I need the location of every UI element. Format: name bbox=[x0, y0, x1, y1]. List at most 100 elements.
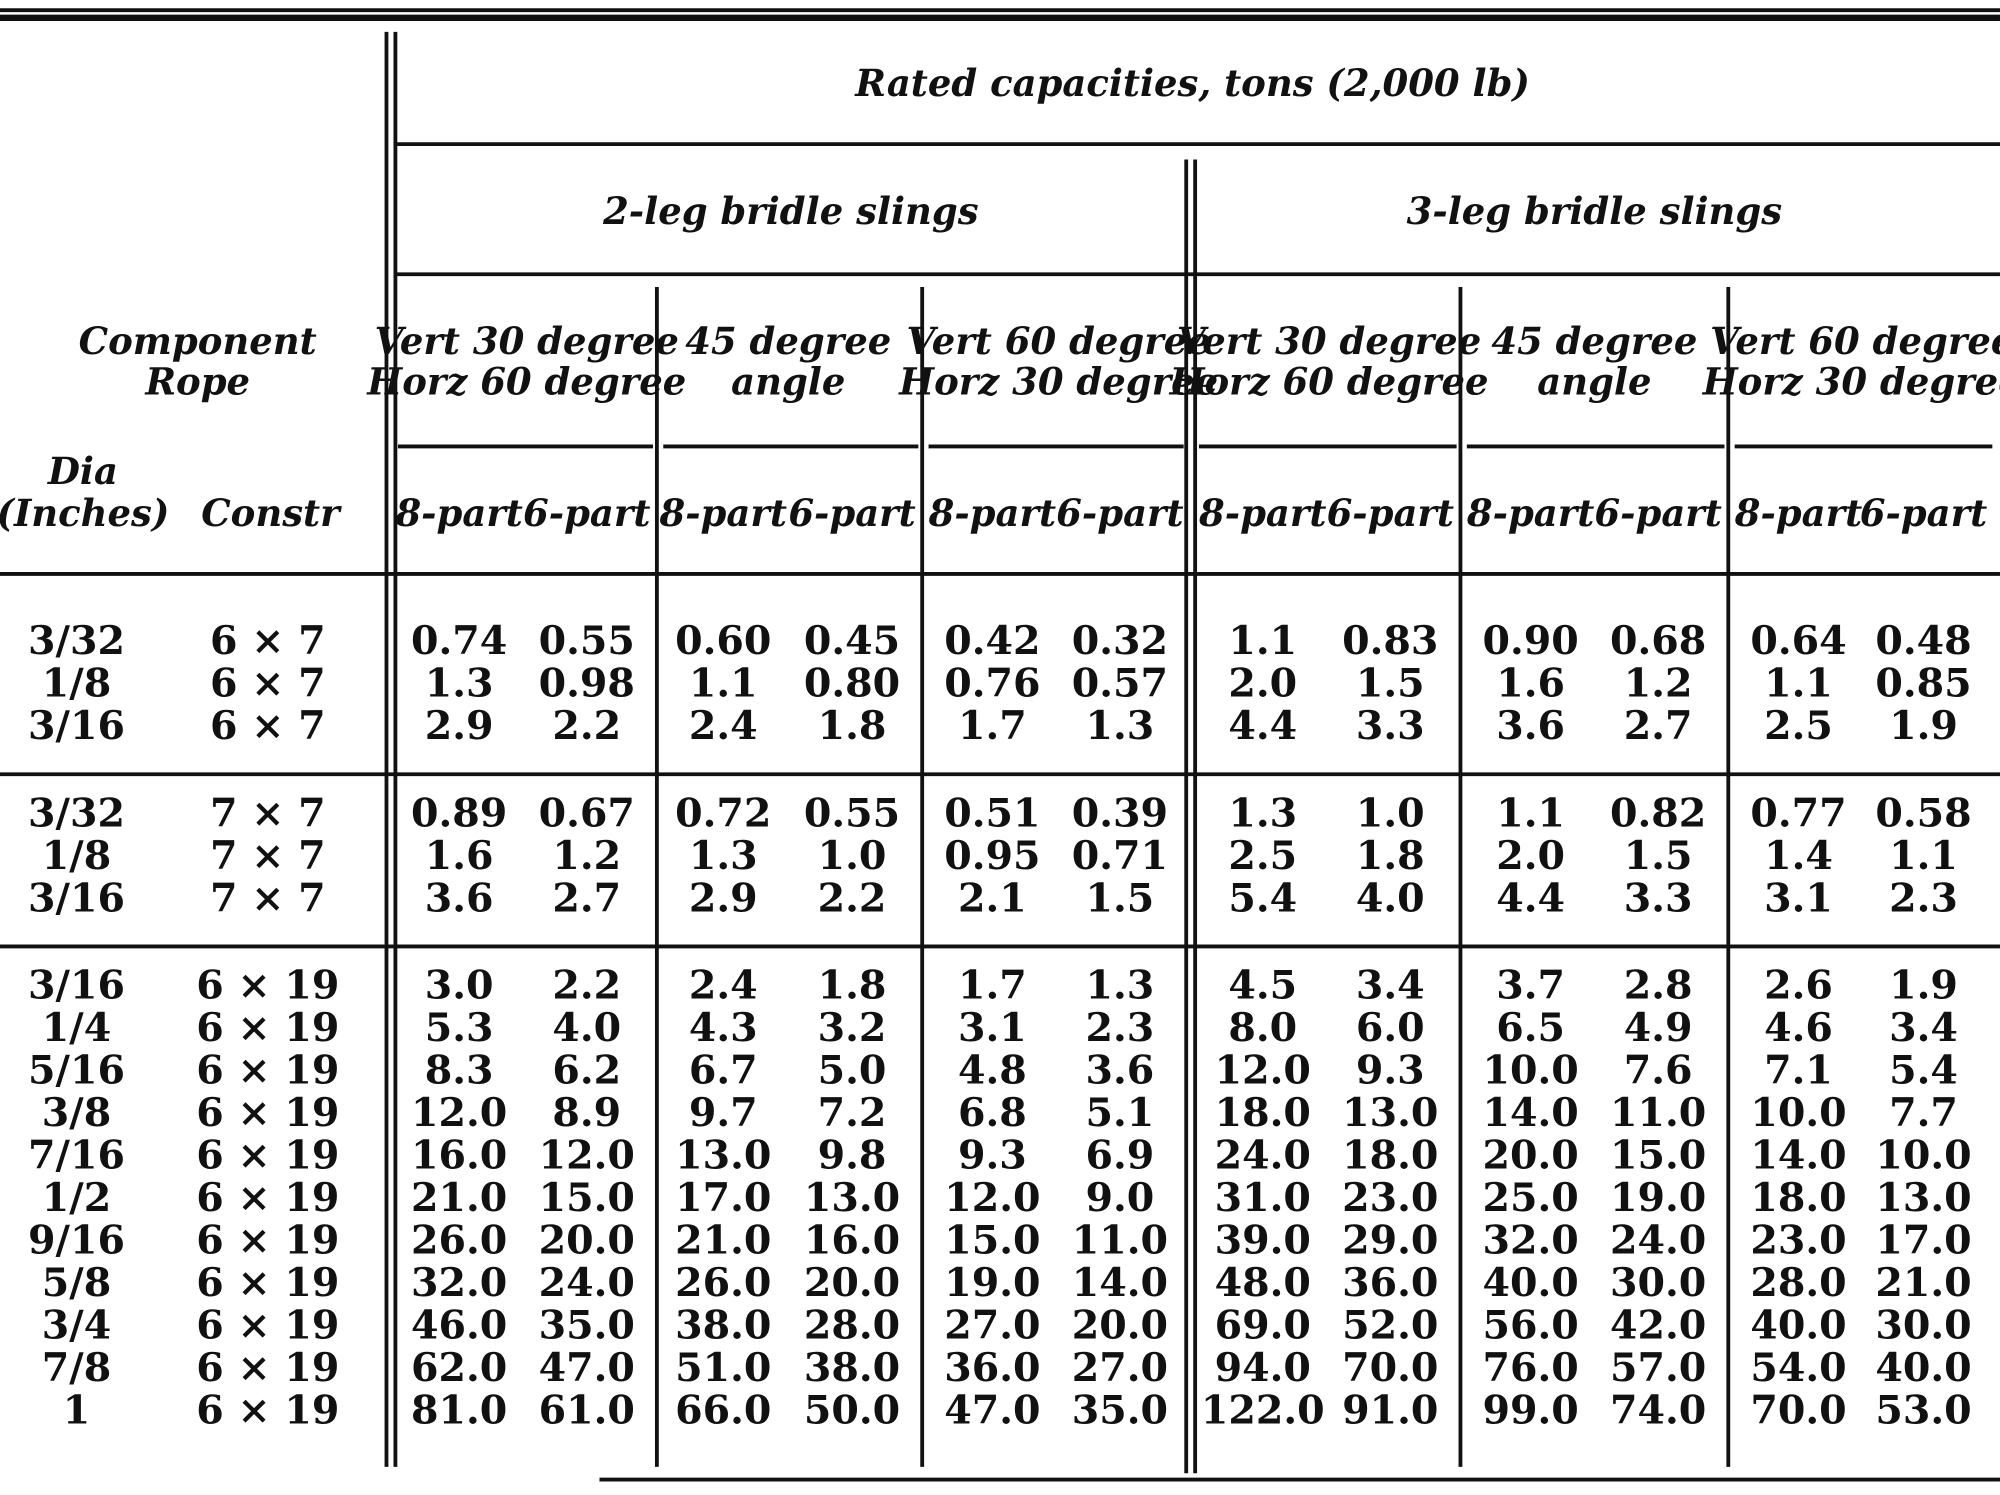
row-label: 6 × 7 bbox=[210, 703, 326, 749]
cell: 3.1 bbox=[1764, 875, 1833, 921]
cell: 3.2 bbox=[818, 1005, 887, 1051]
cell: 18.0 bbox=[1215, 1090, 1311, 1136]
row-label: 6 × 19 bbox=[196, 1090, 339, 1136]
column-header: Constr bbox=[201, 491, 342, 535]
cell: 81.0 bbox=[411, 1387, 507, 1433]
cell: 15.0 bbox=[1610, 1132, 1706, 1178]
cell: 1.9 bbox=[1889, 703, 1958, 749]
row-label: 3/16 bbox=[28, 963, 125, 1009]
cell: 1.8 bbox=[818, 703, 887, 749]
cell: 13.0 bbox=[1342, 1090, 1438, 1136]
cell: 2.4 bbox=[689, 703, 758, 749]
cell: 1.3 bbox=[425, 661, 494, 707]
cell: 0.58 bbox=[1875, 790, 1971, 836]
cell: 2.9 bbox=[689, 875, 758, 921]
cell: 18.0 bbox=[1750, 1175, 1846, 1221]
cell: 1.5 bbox=[1085, 875, 1154, 921]
table-title: Rated capacities, tons (2,000 lb) bbox=[854, 61, 1530, 105]
cell: 9.8 bbox=[818, 1132, 887, 1178]
row-label: 6 × 19 bbox=[196, 1217, 339, 1263]
row-label: 5/16 bbox=[28, 1047, 125, 1093]
angle-header: Vert 60 degree bbox=[1710, 319, 2000, 363]
cell: 24.0 bbox=[1215, 1132, 1311, 1178]
cell: 1.3 bbox=[1228, 790, 1297, 836]
row-label: 3/16 bbox=[28, 875, 125, 921]
cell: 0.98 bbox=[539, 661, 635, 707]
cell: 35.0 bbox=[539, 1302, 635, 1348]
angle-header: 45 degree bbox=[1491, 319, 1697, 363]
part-header: 6-part bbox=[1594, 491, 1721, 535]
cell: 10.0 bbox=[1750, 1090, 1846, 1136]
row-label: 5/8 bbox=[42, 1260, 111, 1306]
cell: 7.7 bbox=[1889, 1090, 1958, 1136]
row-label: 3/16 bbox=[28, 703, 125, 749]
cell: 27.0 bbox=[944, 1302, 1040, 1348]
cell: 20.0 bbox=[1482, 1132, 1578, 1178]
cell: 8.3 bbox=[425, 1047, 494, 1093]
cell: 0.82 bbox=[1610, 790, 1706, 836]
cell: 6.7 bbox=[689, 1047, 758, 1093]
cell: 0.72 bbox=[675, 790, 771, 836]
angle-header: angle bbox=[731, 360, 845, 404]
cell: 12.0 bbox=[944, 1175, 1040, 1221]
cell: 56.0 bbox=[1482, 1302, 1578, 1348]
cell: 2.7 bbox=[1624, 703, 1693, 749]
cell: 50.0 bbox=[804, 1387, 900, 1433]
angle-header: Horz 60 degree bbox=[1169, 360, 1489, 404]
cell: 1.0 bbox=[818, 833, 887, 879]
cell: 8.0 bbox=[1228, 1005, 1297, 1051]
cell: 0.68 bbox=[1610, 618, 1706, 664]
cell: 0.60 bbox=[675, 618, 771, 664]
cell: 11.0 bbox=[1610, 1090, 1706, 1136]
cell: 4.4 bbox=[1228, 703, 1297, 749]
part-header: 6-part bbox=[523, 491, 650, 535]
cell: 2.1 bbox=[958, 875, 1027, 921]
cell: 1.6 bbox=[1496, 661, 1565, 707]
cell: 2.3 bbox=[1889, 875, 1958, 921]
cell: 3.6 bbox=[425, 875, 494, 921]
cell: 5.0 bbox=[818, 1047, 887, 1093]
cell: 0.55 bbox=[804, 790, 900, 836]
column-header: Component bbox=[79, 319, 317, 363]
cell: 1.1 bbox=[1764, 661, 1833, 707]
row-label: 1/2 bbox=[42, 1175, 111, 1221]
cell: 2.0 bbox=[1496, 833, 1565, 879]
cell: 0.83 bbox=[1342, 618, 1438, 664]
cell: 4.0 bbox=[552, 1005, 621, 1051]
cell: 32.0 bbox=[1482, 1217, 1578, 1263]
cell: 20.0 bbox=[804, 1260, 900, 1306]
cell: 66.0 bbox=[675, 1387, 771, 1433]
cell: 1.7 bbox=[958, 703, 1027, 749]
row-label: 6 × 19 bbox=[196, 1175, 339, 1221]
cell: 0.67 bbox=[539, 790, 635, 836]
row-label: 6 × 19 bbox=[196, 963, 339, 1009]
cell: 48.0 bbox=[1215, 1260, 1311, 1306]
part-header: 6-part bbox=[788, 491, 915, 535]
cell: 0.51 bbox=[944, 790, 1040, 836]
cell: 17.0 bbox=[1875, 1217, 1971, 1263]
row-label: 6 × 19 bbox=[196, 1302, 339, 1348]
cell: 2.9 bbox=[425, 703, 494, 749]
cell: 11.0 bbox=[1072, 1217, 1168, 1263]
cell: 70.0 bbox=[1342, 1345, 1438, 1391]
cell: 13.0 bbox=[1875, 1175, 1971, 1221]
cell: 99.0 bbox=[1482, 1387, 1578, 1433]
cell: 4.9 bbox=[1624, 1005, 1693, 1051]
part-header: 8-part bbox=[1734, 491, 1862, 535]
row-label: 6 × 19 bbox=[196, 1260, 339, 1306]
cell: 16.0 bbox=[804, 1217, 900, 1263]
cell: 17.0 bbox=[675, 1175, 771, 1221]
cell: 3.3 bbox=[1356, 703, 1425, 749]
part-header: 8-part bbox=[1198, 491, 1326, 535]
cell: 27.0 bbox=[1072, 1345, 1168, 1391]
cell: 9.3 bbox=[1356, 1047, 1425, 1093]
cell: 35.0 bbox=[1072, 1387, 1168, 1433]
cell: 6.2 bbox=[552, 1047, 621, 1093]
column-header: (Inches) bbox=[0, 491, 169, 535]
cell: 26.0 bbox=[411, 1217, 507, 1263]
cell: 9.3 bbox=[958, 1132, 1027, 1178]
cell: 2.4 bbox=[689, 963, 758, 1009]
row-label: 3/4 bbox=[42, 1302, 111, 1348]
cell: 36.0 bbox=[1342, 1260, 1438, 1306]
cell: 1.4 bbox=[1764, 833, 1833, 879]
